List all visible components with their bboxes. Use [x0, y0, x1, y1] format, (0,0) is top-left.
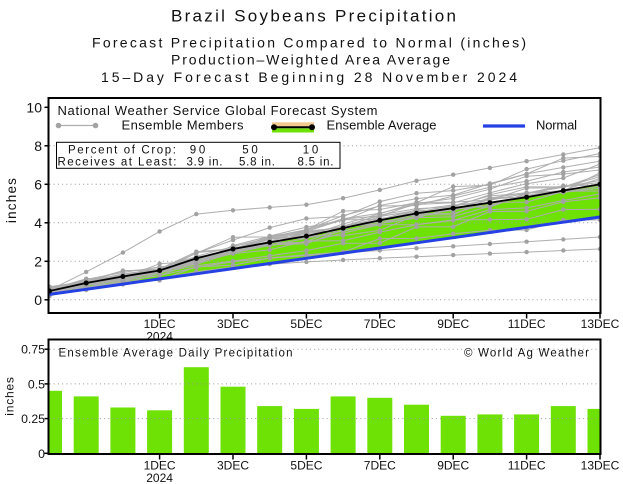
- svg-text:7DEC: 7DEC: [364, 317, 396, 331]
- svg-text:0: 0: [34, 292, 42, 308]
- svg-text:13DEC: 13DEC: [581, 459, 620, 473]
- svg-text:13DEC: 13DEC: [581, 317, 620, 331]
- svg-text:inches: inches: [3, 376, 17, 416]
- svg-text:15–Day Forecast Beginning 28 N: 15–Day Forecast Beginning 28 November 20…: [101, 69, 517, 85]
- svg-text:0: 0: [38, 447, 45, 461]
- svg-text:National Weather Service Globa: National Weather Service Global Forecast…: [58, 103, 378, 118]
- svg-text:4: 4: [34, 215, 42, 231]
- svg-text:9DEC: 9DEC: [437, 459, 469, 473]
- svg-text:10: 10: [26, 99, 42, 115]
- svg-text:5.8 in.: 5.8 in.: [239, 156, 275, 168]
- svg-text:Ensemble Average Daily Precipi: Ensemble Average Daily Precipitation: [59, 348, 293, 360]
- svg-text:5DEC: 5DEC: [290, 317, 322, 331]
- svg-text:Ensemble Average: Ensemble Average: [327, 118, 437, 133]
- svg-text:1DEC: 1DEC: [144, 317, 176, 331]
- svg-text:0.5: 0.5: [28, 377, 45, 391]
- svg-text:0.75: 0.75: [21, 343, 45, 357]
- svg-text:Ensemble Members: Ensemble Members: [122, 118, 245, 133]
- svg-text:3DEC: 3DEC: [217, 459, 249, 473]
- svg-text:2024: 2024: [146, 471, 173, 484]
- svg-text:0.25: 0.25: [21, 412, 45, 426]
- svg-text:2: 2: [34, 253, 42, 269]
- svg-text:Production–Weighted Area Avera: Production–Weighted Area Average: [171, 52, 450, 68]
- svg-text:5DEC: 5DEC: [290, 459, 322, 473]
- svg-text:© World Ag Weather: © World Ag Weather: [464, 348, 589, 360]
- svg-text:3DEC: 3DEC: [217, 317, 249, 331]
- svg-text:7DEC: 7DEC: [364, 459, 396, 473]
- svg-text:11DEC: 11DEC: [508, 459, 546, 473]
- svg-text:2024: 2024: [146, 330, 173, 344]
- svg-text:8: 8: [34, 138, 42, 154]
- svg-text:6: 6: [34, 176, 42, 192]
- svg-text:1DEC: 1DEC: [144, 459, 176, 473]
- svg-text:inches: inches: [4, 177, 19, 223]
- svg-text:Forecast Precipitation Compare: Forecast Precipitation Compared to Norma…: [92, 35, 526, 51]
- svg-text:9DEC: 9DEC: [437, 317, 469, 331]
- svg-text:Normal: Normal: [536, 118, 577, 133]
- svg-text:11DEC: 11DEC: [508, 317, 546, 331]
- svg-text:Receives at Least:: Receives at Least:: [58, 156, 177, 168]
- svg-text:Percent of Crop:: Percent of Crop:: [68, 144, 176, 156]
- svg-text:Brazil Soybeans Precipitation: Brazil Soybeans Precipitation: [171, 7, 456, 26]
- svg-text:3.9 in.: 3.9 in.: [187, 156, 223, 168]
- svg-text:8.5 in.: 8.5 in.: [298, 156, 334, 168]
